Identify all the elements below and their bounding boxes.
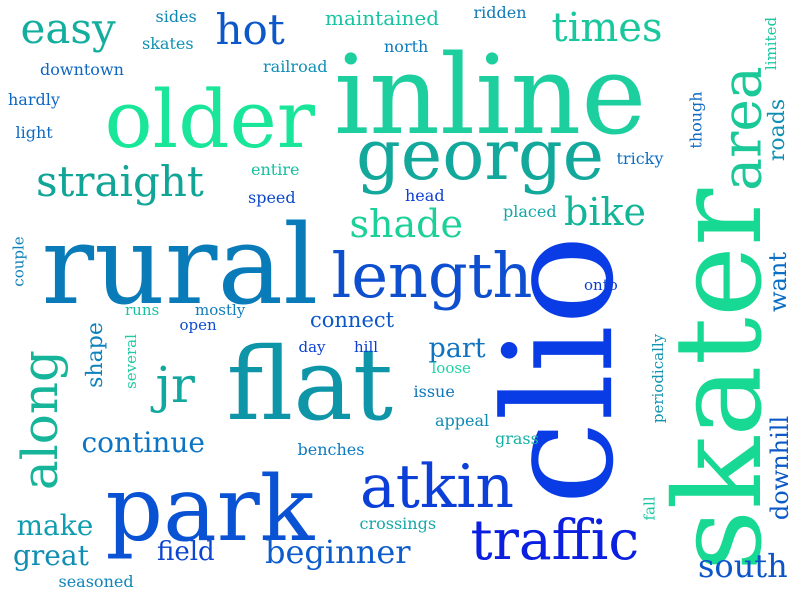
cloud-word: flat (226, 326, 394, 443)
cloud-word: fall (640, 495, 659, 521)
cloud-word: bike (564, 190, 646, 234)
cloud-word: runs (125, 300, 160, 319)
cloud-word: sides (155, 7, 197, 26)
cloud-word: shape (82, 322, 108, 388)
cloud-word: jr (155, 356, 195, 414)
cloud-word: limited (761, 16, 780, 70)
cloud-word: hill (354, 337, 379, 356)
cloud-word: skates (142, 34, 194, 53)
cloud-word: skater (650, 188, 790, 572)
cloud-word: issue (413, 382, 455, 401)
cloud-word: mostly (195, 300, 246, 319)
cloud-word: though (686, 91, 706, 149)
cloud-word: traffic (470, 507, 640, 572)
cloud-word: ridden (473, 3, 527, 22)
cloud-word: railroad (263, 57, 328, 76)
cloud-word: periodically (648, 333, 667, 423)
cloud-word: area (709, 65, 774, 191)
cloud-word: field (157, 537, 215, 567)
cloud-word: open (179, 315, 217, 334)
cloud-word: crossings (359, 514, 437, 533)
cloud-word: connect (310, 307, 395, 332)
cloud-word: hardly (8, 90, 60, 109)
cloud-word: grass (495, 429, 539, 448)
cloud-word: older (104, 73, 316, 166)
cloud-word: straight (36, 157, 204, 206)
cloud-word: maintained (325, 6, 440, 30)
cloud-word: onto (584, 275, 618, 294)
cloud-word: south (698, 547, 788, 585)
cloud-word: part (428, 332, 486, 364)
cloud-word: beginner (265, 533, 411, 571)
cloud-word: atkin (360, 452, 515, 522)
cloud-word: along (11, 349, 70, 491)
cloud-word: park (105, 457, 315, 562)
cloud-word: george (356, 114, 605, 196)
cloud-word: head (405, 186, 445, 205)
cloud-word: times (551, 5, 663, 51)
cloud-word: benches (297, 440, 365, 459)
cloud-word: entire (251, 160, 300, 179)
cloud-word: loose (431, 358, 471, 377)
cloud-word: seasoned (58, 572, 134, 591)
cloud-word: tricky (616, 149, 664, 168)
cloud-word: want (763, 252, 792, 312)
cloud-word: shade (349, 202, 463, 246)
cloud-word: length (331, 239, 533, 312)
cloud-word: hot (215, 5, 285, 54)
cloud-word: placed (503, 202, 557, 221)
cloud-word: appeal (435, 411, 490, 430)
cloud-word: continue (81, 426, 205, 459)
cloud-word: rural (41, 201, 319, 329)
cloud-word: speed (248, 188, 296, 207)
cloud-word: make (16, 509, 94, 542)
cloud-word: easy (20, 4, 116, 53)
cloud-word: inline (334, 31, 647, 159)
cloud-word: several (121, 333, 140, 389)
cloud-word: day (298, 337, 326, 356)
cloud-word: great (13, 539, 89, 572)
cloud-word: downhill (766, 415, 795, 521)
cloud-word: north (384, 37, 429, 56)
cloud-word: roads (765, 98, 791, 162)
cloud-word: couple (9, 235, 28, 287)
cloud-word: light (15, 123, 53, 142)
cloud-word: downtown (40, 60, 124, 79)
